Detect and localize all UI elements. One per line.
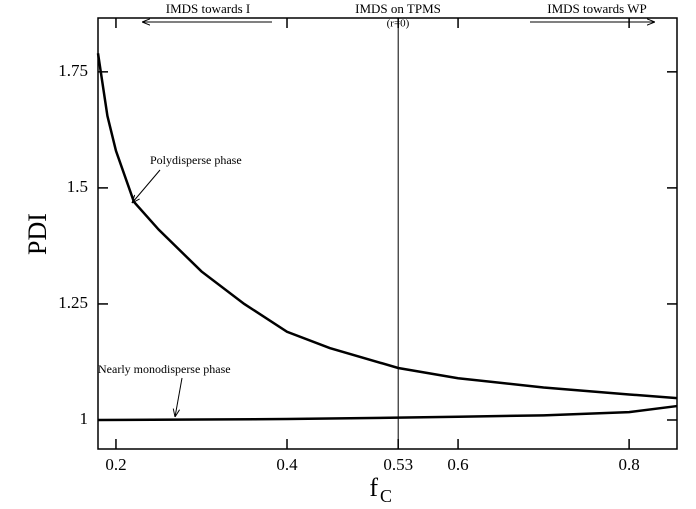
line-series xyxy=(97,404,678,422)
y-tick-label: 1.25 xyxy=(58,293,88,312)
x-axis-label: f xyxy=(369,473,378,502)
x-tick-label: 0.6 xyxy=(447,455,468,474)
x-tick-label: 0.8 xyxy=(618,455,639,474)
region-label: IMDS towards I xyxy=(166,1,251,16)
region-label: IMDS towards WP xyxy=(547,1,646,16)
y-tick-label: 1 xyxy=(80,409,89,428)
arrow xyxy=(175,377,183,417)
line-series xyxy=(96,53,678,400)
arrow xyxy=(132,169,161,203)
y-tick-label: 1.75 xyxy=(58,61,88,80)
annotation: Polydisperse phase xyxy=(150,153,242,167)
plot-frame xyxy=(97,17,678,450)
x-tick-label: 0.2 xyxy=(105,455,126,474)
x-tick-label: 0.53 xyxy=(383,455,413,474)
x-axis-label-sub: C xyxy=(380,486,392,506)
y-axis-label: PDI xyxy=(23,213,52,255)
annotation: Nearly monodisperse phase xyxy=(98,362,231,376)
x-tick-label: 0.4 xyxy=(276,455,298,474)
region-label: IMDS on TPMS xyxy=(355,1,441,16)
y-tick-label: 1.5 xyxy=(67,177,88,196)
